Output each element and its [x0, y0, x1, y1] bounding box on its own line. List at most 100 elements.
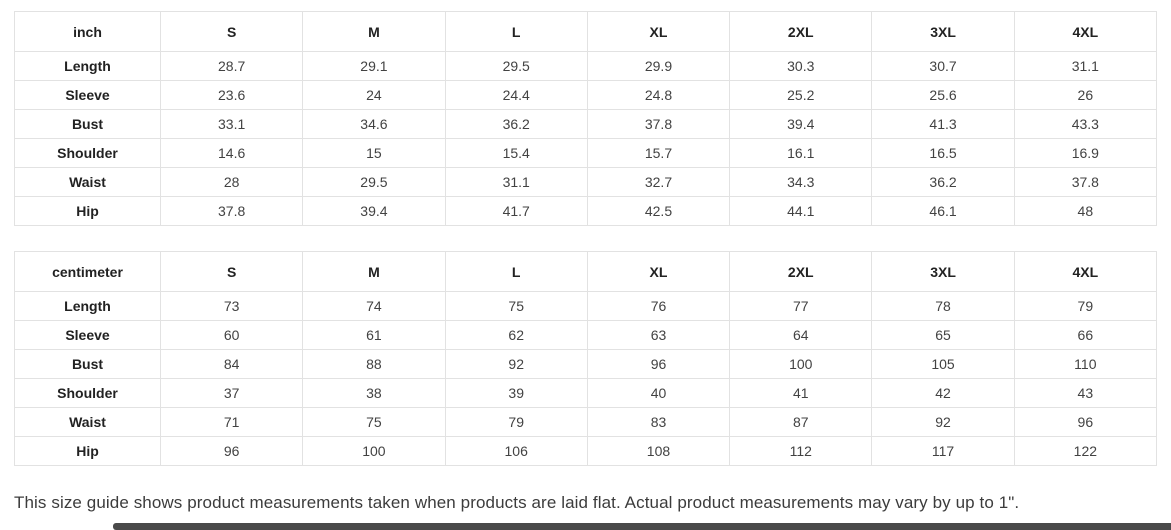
measurement-value-cell: 23.6: [159, 80, 304, 110]
measurement-value-cell: 62: [444, 320, 588, 350]
size-header-cell: L: [444, 11, 588, 52]
size-header-cell: 4XL: [1013, 11, 1158, 52]
measurement-value-cell: 92: [444, 349, 588, 379]
measurement-label-cell: Sleeve: [14, 320, 161, 350]
measurement-value-cell: 37.8: [586, 109, 731, 139]
measurement-value-cell: 100: [729, 349, 873, 379]
measurement-value-cell: 41.7: [444, 196, 588, 226]
measurement-value-cell: 73: [159, 291, 304, 321]
measurement-value-cell: 16.5: [871, 138, 1015, 168]
measurement-value-cell: 117: [871, 436, 1015, 466]
measurement-value-cell: 96: [586, 349, 731, 379]
size-header-cell: XL: [586, 11, 731, 52]
horizontal-scrollbar-track[interactable]: [0, 522, 1171, 530]
measurement-value-cell: 33.1: [159, 109, 304, 139]
measurement-row: Shoulder 14.6 15 15.4 15.7 16.1 16.5 16.9: [14, 138, 1158, 168]
size-header-cell: S: [159, 11, 304, 52]
measurement-value-cell: 30.7: [871, 51, 1015, 81]
measurement-value-cell: 16.1: [729, 138, 873, 168]
measurement-value-cell: 38: [302, 378, 446, 408]
measurement-value-cell: 65: [871, 320, 1015, 350]
measurement-value-cell: 96: [1013, 407, 1158, 437]
header-row: centimeter S M L XL 2XL 3XL 4XL: [14, 251, 1158, 292]
measurement-value-cell: 105: [871, 349, 1015, 379]
measurement-value-cell: 75: [444, 291, 588, 321]
measurement-value-cell: 25.2: [729, 80, 873, 110]
measurement-row: Hip 96 100 106 108 112 117 122: [14, 436, 1158, 466]
measurement-value-cell: 112: [729, 436, 873, 466]
measurement-value-cell: 31.1: [444, 167, 588, 197]
measurement-value-cell: 14.6: [159, 138, 304, 168]
measurement-value-cell: 24.4: [444, 80, 588, 110]
measurement-value-cell: 43: [1013, 378, 1158, 408]
measurement-value-cell: 28.7: [159, 51, 304, 81]
measurement-value-cell: 88: [302, 349, 446, 379]
horizontal-scrollbar-thumb[interactable]: [113, 523, 1171, 530]
measurement-value-cell: 78: [871, 291, 1015, 321]
measurement-value-cell: 39: [444, 378, 588, 408]
measurement-value-cell: 15: [302, 138, 446, 168]
measurement-row: Waist 71 75 79 83 87 92 96: [14, 407, 1158, 437]
measurement-row: Shoulder 37 38 39 40 41 42 43: [14, 378, 1158, 408]
measurement-value-cell: 34.6: [302, 109, 446, 139]
size-header-cell: L: [444, 251, 588, 292]
measurement-row: Bust 33.1 34.6 36.2 37.8 39.4 41.3 43.3: [14, 109, 1158, 139]
size-header-cell: 4XL: [1013, 251, 1158, 292]
size-header-cell: M: [302, 251, 446, 292]
measurement-value-cell: 83: [586, 407, 731, 437]
measurement-value-cell: 60: [159, 320, 304, 350]
measurement-label-cell: Bust: [14, 109, 161, 139]
measurement-value-cell: 29.1: [302, 51, 446, 81]
measurement-value-cell: 122: [1013, 436, 1158, 466]
measurement-value-cell: 76: [586, 291, 731, 321]
measurement-value-cell: 74: [302, 291, 446, 321]
measurement-value-cell: 15.4: [444, 138, 588, 168]
measurement-row: Hip 37.8 39.4 41.7 42.5 44.1 46.1 48: [14, 196, 1158, 226]
measurement-value-cell: 39.4: [302, 196, 446, 226]
measurement-value-cell: 87: [729, 407, 873, 437]
measurement-row: Bust 84 88 92 96 100 105 110: [14, 349, 1158, 379]
measurement-value-cell: 32.7: [586, 167, 731, 197]
measurement-row: Sleeve 60 61 62 63 64 65 66: [14, 320, 1158, 350]
measurement-value-cell: 24: [302, 80, 446, 110]
measurement-value-cell: 43.3: [1013, 109, 1158, 139]
measurement-label-cell: Waist: [14, 407, 161, 437]
measurement-row: Length 28.7 29.1 29.5 29.9 30.3 30.7 31.1: [14, 51, 1158, 81]
measurement-value-cell: 28: [159, 167, 304, 197]
measurement-value-cell: 25.6: [871, 80, 1015, 110]
measurement-value-cell: 96: [159, 436, 304, 466]
measurement-value-cell: 29.5: [444, 51, 588, 81]
measurement-value-cell: 26: [1013, 80, 1158, 110]
measurement-value-cell: 66: [1013, 320, 1158, 350]
size-guide-note: This size guide shows product measuremen…: [14, 493, 1020, 512]
measurement-label-cell: Shoulder: [14, 138, 161, 168]
measurement-value-cell: 37.8: [1013, 167, 1158, 197]
size-table-inch: inch S M L XL 2XL 3XL 4XL Length 28.7 29.1 29.5 29.…: [14, 11, 1158, 226]
measurement-value-cell: 63: [586, 320, 731, 350]
measurement-row: Sleeve 23.6 24 24.4 24.8 25.2 25.6 26: [14, 80, 1158, 110]
measurement-value-cell: 24.8: [586, 80, 731, 110]
size-header-cell: 3XL: [871, 251, 1015, 292]
measurement-value-cell: 37: [159, 378, 304, 408]
measurement-row: Length 73 74 75 76 77 78 79: [14, 291, 1158, 321]
measurement-value-cell: 40: [586, 378, 731, 408]
unit-header-cell: inch: [14, 11, 161, 52]
measurement-label-cell: Hip: [14, 196, 161, 226]
size-table-centimeter: centimeter S M L XL 2XL 3XL 4XL Length 73 74 75 76 7…: [14, 251, 1158, 466]
measurement-value-cell: 79: [444, 407, 588, 437]
measurement-label-cell: Length: [14, 51, 161, 81]
measurement-value-cell: 29.9: [586, 51, 731, 81]
size-header-cell: S: [159, 251, 304, 292]
measurement-value-cell: 37.8: [159, 196, 304, 226]
measurement-value-cell: 34.3: [729, 167, 873, 197]
measurement-value-cell: 84: [159, 349, 304, 379]
size-header-cell: XL: [586, 251, 731, 292]
measurement-value-cell: 77: [729, 291, 873, 321]
measurement-label-cell: Waist: [14, 167, 161, 197]
measurement-value-cell: 41.3: [871, 109, 1015, 139]
size-header-cell: 2XL: [729, 251, 873, 292]
measurement-value-cell: 30.3: [729, 51, 873, 81]
header-row: inch S M L XL 2XL 3XL 4XL: [14, 11, 1158, 52]
measurement-label-cell: Hip: [14, 436, 161, 466]
measurement-label-cell: Length: [14, 291, 161, 321]
